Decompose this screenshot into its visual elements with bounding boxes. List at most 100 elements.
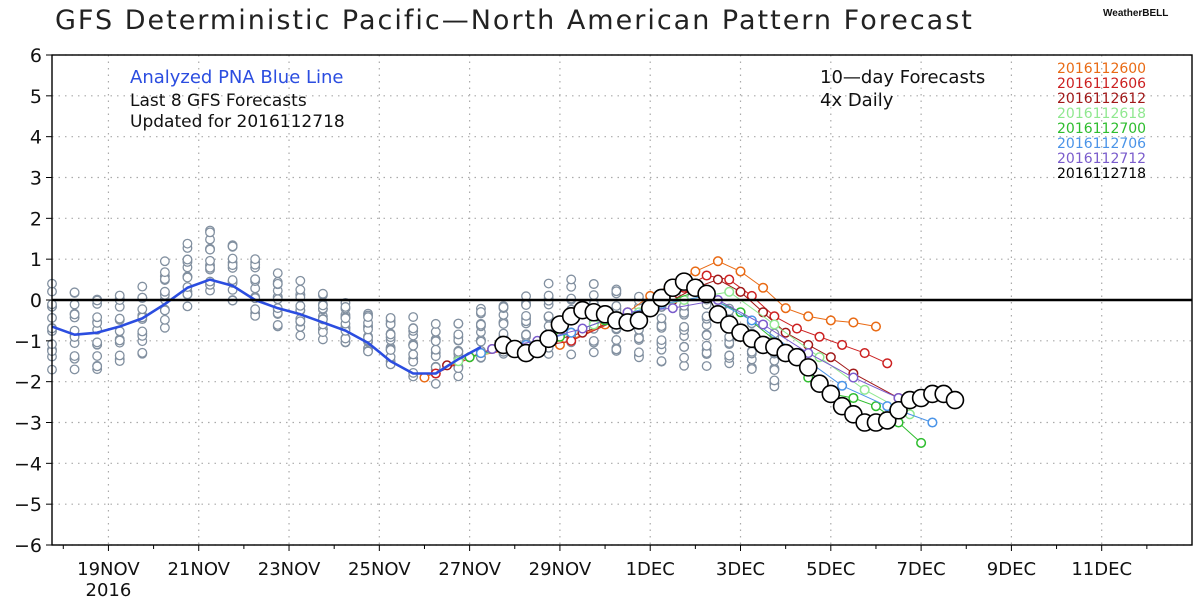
series-point — [690, 266, 701, 277]
series-point — [848, 392, 859, 404]
series-point — [758, 307, 769, 318]
history-point — [453, 371, 464, 382]
history-point — [521, 329, 532, 340]
y-tick-label: 5 — [30, 86, 42, 108]
history-point — [69, 287, 80, 298]
y-tick-label: 0 — [30, 290, 42, 312]
history-point — [453, 318, 464, 329]
series-point — [927, 417, 938, 428]
series-point — [758, 319, 769, 330]
history-point — [408, 312, 419, 322]
history-point — [69, 364, 80, 375]
history-point — [363, 346, 373, 357]
series-point — [945, 390, 965, 410]
history-point — [475, 336, 486, 347]
series-point — [821, 384, 841, 404]
series-point — [769, 319, 780, 330]
series-point — [712, 256, 723, 267]
series-point — [837, 380, 848, 391]
legend: 2016112600201611260620161126122016112618… — [1057, 61, 1146, 182]
legend-entry: 2016112606 — [1057, 76, 1146, 92]
history-point — [498, 318, 509, 329]
series-point — [577, 323, 588, 334]
history-point — [656, 313, 667, 324]
y-tick-label: −3 — [14, 413, 42, 435]
series-point — [735, 266, 746, 277]
history-point — [566, 293, 577, 304]
history-point — [385, 329, 396, 340]
history-point — [543, 278, 554, 289]
history-point — [317, 300, 328, 311]
history-point — [340, 302, 351, 312]
history-point — [272, 320, 283, 330]
history-point — [159, 256, 170, 267]
history-point — [363, 312, 373, 323]
series-point — [697, 284, 716, 304]
history-point — [205, 244, 215, 255]
history-point — [114, 313, 125, 324]
y-tick-label: −6 — [14, 535, 42, 557]
annotation-tenday: 10—day Forecasts — [820, 67, 985, 88]
history-point — [430, 344, 441, 355]
history-point — [159, 305, 170, 316]
history-point — [385, 345, 396, 355]
history-point — [182, 254, 193, 265]
history-point — [408, 323, 419, 334]
history-point — [250, 254, 261, 265]
series-point — [916, 437, 927, 448]
history-point — [92, 361, 103, 372]
legend-entry: 2016112712 — [1057, 151, 1146, 167]
analyzed-line — [51, 278, 482, 375]
history-point — [430, 336, 441, 347]
y-tick-label: 6 — [30, 45, 42, 67]
history-point — [227, 241, 238, 252]
series-point — [539, 329, 558, 349]
legend-entry: 2016112706 — [1057, 136, 1146, 152]
y-tick-label: −4 — [14, 453, 42, 475]
y-tick-label: −5 — [14, 494, 42, 516]
history-point — [543, 311, 554, 322]
annotation-updated: Updated for 2016112718 — [130, 112, 345, 132]
history-point — [769, 365, 780, 376]
series-point — [870, 401, 882, 412]
history-point — [317, 288, 328, 299]
history-point — [408, 349, 419, 360]
series-point — [870, 321, 882, 332]
series-point — [475, 348, 486, 359]
series-point — [837, 339, 848, 350]
y-tick-label: 4 — [30, 127, 42, 149]
history-point — [295, 330, 306, 341]
series-point — [701, 270, 712, 281]
brand-logo: WeatherBELL — [1103, 8, 1169, 19]
history-point — [498, 302, 509, 313]
legend-entry: 2016112700 — [1057, 121, 1146, 137]
history-point — [679, 342, 690, 352]
history-point — [701, 361, 712, 371]
series-point — [667, 303, 678, 314]
series-point — [724, 274, 735, 285]
analyzed-pna-line — [51, 278, 482, 375]
history-point — [475, 319, 486, 330]
history-point — [588, 335, 599, 346]
history-point — [521, 300, 532, 310]
legend-entry: 2016112600 — [1057, 61, 1146, 77]
history-point — [182, 238, 193, 249]
series-point — [791, 323, 803, 334]
history-point — [679, 321, 690, 332]
history-point — [611, 335, 622, 345]
chart-title: GFS Deterministic Pacific—North American… — [55, 5, 974, 36]
history-point — [295, 300, 306, 311]
history-point — [159, 286, 170, 297]
series-point — [848, 317, 859, 328]
history-point — [430, 318, 441, 329]
series-point — [814, 331, 825, 342]
history-point — [159, 314, 170, 325]
legend-entry: 2016112612 — [1057, 91, 1146, 107]
history-point — [746, 364, 757, 375]
x-tick-label: 19NOV — [77, 559, 140, 580]
history-point — [430, 378, 441, 389]
series-point — [566, 335, 577, 346]
